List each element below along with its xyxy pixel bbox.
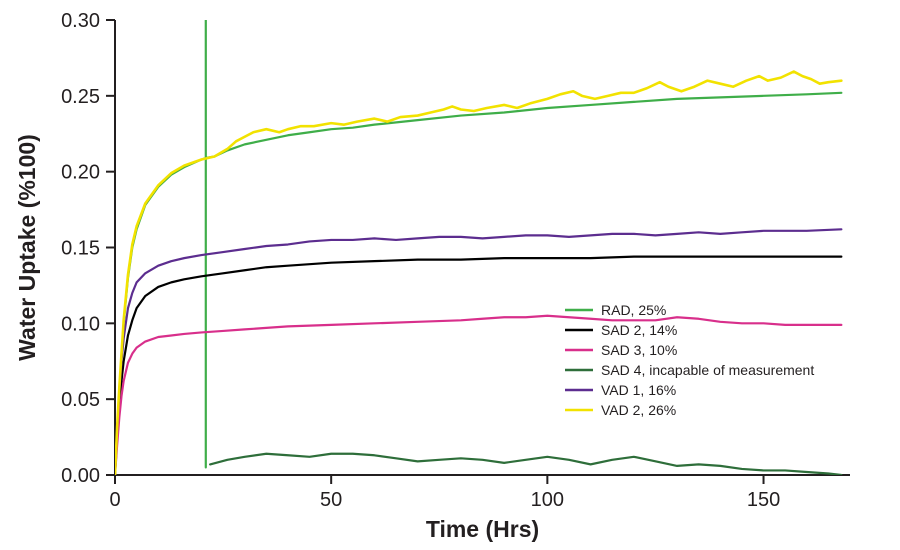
legend-label-sad3: SAD 3, 10% bbox=[601, 342, 677, 358]
y-tick-label: 0.25 bbox=[61, 86, 100, 108]
legend-label-rad: RAD, 25% bbox=[601, 302, 666, 318]
y-tick-label: 0.00 bbox=[61, 465, 100, 487]
legend-label-sad4: SAD 4, incapable of measurement bbox=[601, 362, 814, 378]
x-tick-label: 0 bbox=[109, 489, 120, 511]
series-sad4 bbox=[210, 454, 841, 475]
x-axis-title: Time (Hrs) bbox=[426, 516, 539, 542]
legend-label-vad2: VAD 2, 26% bbox=[601, 402, 676, 418]
series-vad1 bbox=[115, 229, 841, 475]
x-tick-label: 150 bbox=[747, 489, 780, 511]
legend-label-sad2: SAD 2, 14% bbox=[601, 322, 677, 338]
y-tick-label: 0.05 bbox=[61, 389, 100, 411]
series-sad3 bbox=[115, 316, 841, 475]
chart-container: 0.00 0.05 0.10 0.15 0.20 0.25 0.30 0 50 100 150 Tim… bbox=[0, 0, 900, 550]
series-group bbox=[115, 20, 841, 475]
y-tick-label: 0.20 bbox=[61, 162, 100, 184]
x-tick-label: 50 bbox=[320, 489, 342, 511]
x-tick-label: 100 bbox=[531, 489, 564, 511]
legend-label-vad1: VAD 1, 16% bbox=[601, 382, 676, 398]
water-uptake-chart: 0.00 0.05 0.10 0.15 0.20 0.25 0.30 0 50 100 150 Tim… bbox=[0, 0, 900, 550]
y-tick-label: 0.15 bbox=[61, 238, 100, 260]
y-axis-title: Water Uptake (%100) bbox=[14, 134, 40, 361]
y-tick-label: 0.10 bbox=[61, 313, 100, 335]
y-tick-label: 0.30 bbox=[61, 10, 100, 32]
series-rad bbox=[115, 20, 841, 475]
